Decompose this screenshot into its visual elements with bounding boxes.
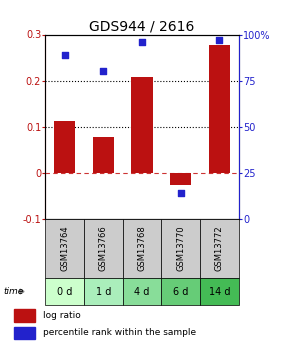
Point [62,52,67,58]
Bar [45,219,84,278]
Bar [209,45,230,173]
Bar [54,121,75,173]
Bar [200,219,239,278]
Text: GSM13770: GSM13770 [176,226,185,271]
Bar [123,278,161,305]
Text: GSM13768: GSM13768 [138,226,146,271]
Bar [93,137,114,173]
Text: 0 d: 0 d [57,287,72,296]
Text: 1 d: 1 d [96,287,111,296]
Text: GSM13766: GSM13766 [99,226,108,271]
Text: 4 d: 4 d [134,287,150,296]
Bar [200,278,239,305]
Text: percentile rank within the sample: percentile rank within the sample [43,328,196,337]
Bar [14,309,35,322]
Bar [84,278,123,305]
Text: GSM13772: GSM13772 [215,226,224,271]
Bar [84,219,123,278]
Bar [45,278,84,305]
Bar [161,219,200,278]
Point [140,39,144,45]
Point [101,69,106,74]
Polygon shape [20,289,24,294]
Text: log ratio: log ratio [43,311,81,320]
Bar [132,77,153,173]
Text: GSM13764: GSM13764 [60,226,69,271]
Point [178,190,183,196]
Bar [161,278,200,305]
Text: 14 d: 14 d [209,287,230,296]
Title: GDS944 / 2616: GDS944 / 2616 [89,19,195,33]
Text: time: time [3,287,23,296]
Point [217,37,222,43]
Bar [14,327,35,339]
Bar [123,219,161,278]
Bar [170,173,191,185]
Text: 6 d: 6 d [173,287,188,296]
